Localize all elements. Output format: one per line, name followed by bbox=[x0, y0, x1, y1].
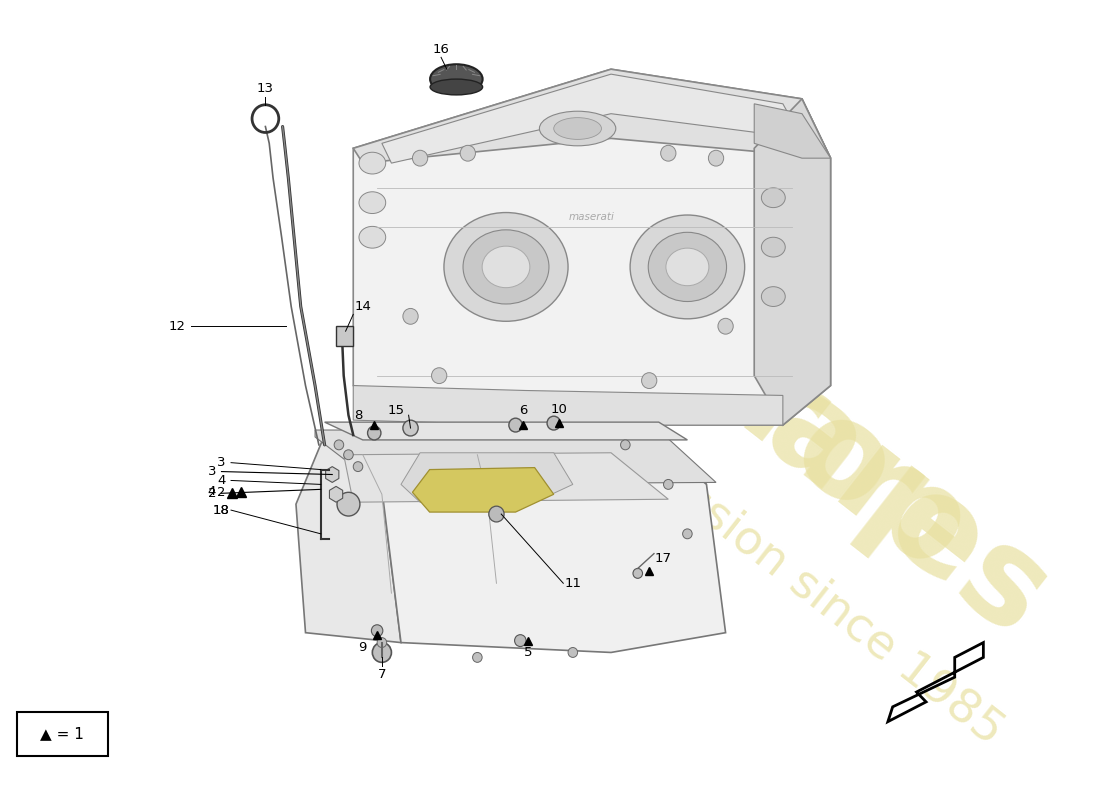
Circle shape bbox=[473, 653, 482, 662]
Text: 10: 10 bbox=[551, 402, 568, 416]
Circle shape bbox=[683, 529, 692, 538]
Circle shape bbox=[661, 146, 675, 161]
Circle shape bbox=[568, 647, 578, 658]
Ellipse shape bbox=[359, 226, 386, 248]
Text: 2: 2 bbox=[208, 487, 217, 500]
Circle shape bbox=[377, 638, 387, 647]
Bar bbox=[337, 326, 353, 346]
Ellipse shape bbox=[430, 64, 483, 94]
Polygon shape bbox=[888, 642, 983, 722]
Text: europ: europ bbox=[573, 232, 993, 598]
Polygon shape bbox=[402, 453, 573, 502]
Circle shape bbox=[547, 416, 560, 430]
Circle shape bbox=[632, 569, 642, 578]
Ellipse shape bbox=[430, 79, 483, 95]
Text: maserati: maserati bbox=[569, 213, 615, 222]
Polygon shape bbox=[296, 435, 402, 642]
Ellipse shape bbox=[648, 232, 726, 302]
Text: 18: 18 bbox=[213, 504, 230, 517]
Ellipse shape bbox=[761, 286, 785, 306]
Polygon shape bbox=[353, 386, 783, 425]
Text: a passion since 1985: a passion since 1985 bbox=[592, 413, 1012, 754]
Polygon shape bbox=[343, 453, 669, 502]
Text: 7: 7 bbox=[377, 668, 386, 681]
Ellipse shape bbox=[761, 238, 785, 257]
Circle shape bbox=[412, 150, 428, 166]
Text: 14: 14 bbox=[354, 300, 371, 313]
Text: 3: 3 bbox=[217, 456, 226, 469]
Polygon shape bbox=[412, 467, 553, 512]
Bar bbox=[18, 712, 108, 756]
Text: 18: 18 bbox=[213, 504, 230, 517]
Polygon shape bbox=[324, 422, 688, 440]
Circle shape bbox=[509, 418, 522, 432]
Text: ares: ares bbox=[741, 365, 1072, 663]
Circle shape bbox=[708, 150, 724, 166]
Text: 2: 2 bbox=[217, 486, 226, 499]
Circle shape bbox=[367, 426, 381, 440]
Text: 6: 6 bbox=[519, 404, 527, 417]
Text: 8: 8 bbox=[354, 409, 362, 422]
Ellipse shape bbox=[666, 248, 708, 286]
Text: 17: 17 bbox=[654, 552, 672, 565]
Circle shape bbox=[431, 368, 447, 383]
Ellipse shape bbox=[444, 213, 568, 322]
Polygon shape bbox=[324, 435, 706, 490]
Polygon shape bbox=[326, 466, 339, 482]
Circle shape bbox=[403, 309, 418, 324]
Polygon shape bbox=[382, 74, 802, 163]
Circle shape bbox=[353, 462, 363, 471]
Ellipse shape bbox=[630, 215, 745, 319]
Circle shape bbox=[663, 479, 673, 490]
Ellipse shape bbox=[539, 111, 616, 146]
Polygon shape bbox=[353, 70, 830, 163]
Ellipse shape bbox=[463, 230, 549, 304]
Ellipse shape bbox=[553, 118, 602, 139]
Circle shape bbox=[343, 450, 353, 460]
Text: 13: 13 bbox=[257, 82, 274, 95]
Circle shape bbox=[515, 634, 526, 646]
Text: 5: 5 bbox=[524, 646, 532, 659]
Circle shape bbox=[372, 625, 383, 637]
Text: 12: 12 bbox=[168, 320, 185, 333]
Text: 9: 9 bbox=[359, 641, 367, 654]
Text: 4: 4 bbox=[218, 474, 226, 487]
Ellipse shape bbox=[482, 246, 530, 288]
Polygon shape bbox=[382, 435, 726, 653]
Polygon shape bbox=[755, 104, 830, 158]
Text: ▲ = 1: ▲ = 1 bbox=[40, 726, 84, 741]
Circle shape bbox=[460, 146, 475, 161]
Text: 15: 15 bbox=[387, 404, 405, 417]
Polygon shape bbox=[353, 70, 830, 425]
Ellipse shape bbox=[761, 188, 785, 208]
Polygon shape bbox=[315, 430, 716, 485]
Circle shape bbox=[334, 440, 343, 450]
Circle shape bbox=[403, 420, 418, 436]
Circle shape bbox=[620, 440, 630, 450]
Polygon shape bbox=[755, 99, 830, 425]
Text: 3: 3 bbox=[208, 465, 217, 478]
Text: 11: 11 bbox=[564, 577, 581, 590]
Circle shape bbox=[488, 506, 504, 522]
Ellipse shape bbox=[359, 192, 386, 214]
Ellipse shape bbox=[359, 152, 386, 174]
Text: 16: 16 bbox=[432, 43, 450, 56]
Polygon shape bbox=[329, 486, 343, 502]
Circle shape bbox=[372, 642, 392, 662]
Circle shape bbox=[718, 318, 734, 334]
Circle shape bbox=[337, 492, 360, 516]
Text: 4: 4 bbox=[208, 485, 216, 498]
Circle shape bbox=[641, 373, 657, 389]
